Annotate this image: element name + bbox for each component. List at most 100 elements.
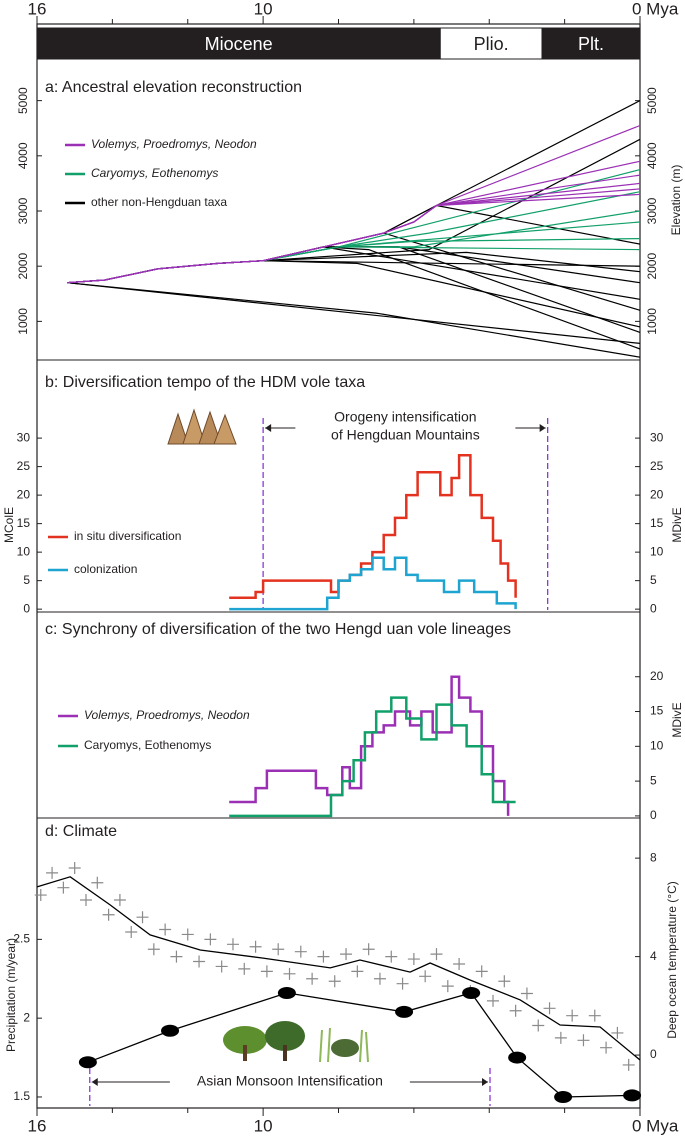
- temperature-point: [430, 948, 443, 961]
- lineage-line: [67, 282, 641, 358]
- y-tick-label: 2: [23, 1010, 30, 1024]
- panel-title: c: Synchrony of diversification of the t…: [45, 621, 511, 638]
- temperature-point: [373, 972, 386, 985]
- y-tick-label: 1.5: [13, 1089, 30, 1103]
- epoch-bar: [439, 27, 543, 60]
- temperature-point: [260, 965, 273, 978]
- epoch-label: Plio.: [474, 34, 509, 54]
- lineage-line: [67, 169, 641, 284]
- lineage-line: [67, 260, 641, 284]
- temperature-point: [193, 955, 206, 968]
- x-tick-label: 16: [28, 0, 47, 18]
- vegetation-icon: [223, 1021, 369, 1063]
- x-tick-label: 0 Mya: [632, 0, 679, 18]
- temperature-point: [520, 987, 533, 1000]
- temperature-point: [147, 943, 160, 956]
- precipitation-point: [554, 1090, 573, 1103]
- temperature-point: [46, 866, 59, 879]
- temperature-point: [249, 940, 262, 953]
- y-tick-label: 10: [650, 738, 664, 752]
- temperature-point: [498, 975, 511, 988]
- annotation-text: of Hengduan Mountains: [331, 427, 480, 443]
- temperature-point: [57, 881, 70, 894]
- temperature-point: [362, 943, 375, 956]
- y-tick-label: 1000: [645, 308, 659, 335]
- temperature-point: [68, 861, 81, 874]
- temperature-point: [34, 889, 47, 902]
- y-tick-label: 15: [17, 516, 31, 530]
- y-tick-label: 8: [650, 850, 657, 864]
- y-tick-label: 15: [650, 516, 664, 530]
- y-tick-label: 5: [650, 573, 657, 587]
- temperature-point: [509, 1004, 522, 1017]
- y-tick-label: 0: [23, 601, 30, 615]
- temperature-point: [238, 962, 251, 975]
- axis-label: MDivE: [670, 702, 684, 737]
- temperature-point: [600, 1041, 613, 1054]
- precipitation-point: [161, 1024, 180, 1037]
- series-line: [229, 556, 517, 611]
- temperature-point: [566, 1009, 579, 1022]
- temperature-point: [317, 950, 330, 963]
- y-tick-label: 3000: [16, 197, 30, 224]
- temperature-point: [79, 893, 92, 906]
- panel-title: b: Diversification tempo of the HDM vole…: [45, 374, 365, 391]
- axis-label: MColE: [2, 507, 16, 543]
- epoch-label: Plt.: [578, 34, 604, 54]
- temperature-point: [441, 980, 454, 993]
- precipitation-point: [623, 1089, 642, 1102]
- x-tick-label: 10: [254, 0, 273, 18]
- x-tick-label: 16: [28, 1116, 47, 1135]
- temperature-point: [340, 948, 353, 961]
- temperature-point: [125, 925, 138, 938]
- precipitation-point: [508, 1051, 527, 1064]
- y-tick-label: 4000: [645, 142, 659, 169]
- series-line: [229, 453, 517, 599]
- temperature-point: [622, 1058, 635, 1071]
- precipitation-line: [87, 992, 633, 1098]
- panel-title: d: Climate: [45, 823, 117, 840]
- axis-label: Precipitation (m/year): [4, 938, 18, 1052]
- temperature-point: [554, 1031, 567, 1044]
- temperature-point: [306, 972, 319, 985]
- temperature-point: [407, 953, 420, 966]
- y-tick-label: 30: [17, 430, 31, 444]
- temperature-point: [204, 933, 217, 946]
- temperature-point: [351, 965, 364, 978]
- axis-label: MDivE: [670, 507, 684, 542]
- y-tick-label: 2000: [645, 253, 659, 280]
- temperature-point: [102, 908, 115, 921]
- legend-label: Volemys, Proedromys, Neodon: [91, 137, 257, 151]
- lineage-line: [67, 138, 641, 284]
- y-tick-label: 4: [650, 949, 657, 963]
- lineage-line: [67, 282, 641, 344]
- y-tick-label: 0: [650, 1047, 657, 1061]
- arrow-head: [265, 424, 272, 432]
- temperature-point: [453, 957, 466, 970]
- temperature-point: [475, 965, 488, 978]
- lineage-line: [67, 251, 641, 284]
- y-tick-label: 3000: [645, 197, 659, 224]
- temperature-point: [294, 945, 307, 958]
- temperature-point: [272, 943, 285, 956]
- legend-label: Volemys, Proedromys, Neodon: [84, 708, 250, 722]
- y-tick-label: 10: [17, 544, 31, 558]
- epoch-bar: [36, 27, 441, 60]
- precipitation-point: [462, 986, 481, 999]
- series-line: [229, 675, 510, 816]
- legend-label: Caryomys, Eothenomys: [91, 166, 218, 180]
- y-tick-label: 5000: [645, 87, 659, 114]
- axis-label: Deep ocean temperature (°C): [665, 881, 679, 1039]
- temperature-point: [385, 950, 398, 963]
- mountain-icon: [167, 408, 237, 445]
- axis-label: Elevation (m): [669, 165, 683, 236]
- annotation-text: Asian Monsoon Intensification: [197, 1073, 383, 1089]
- y-tick-label: 5000: [16, 87, 30, 114]
- precipitation-point: [395, 1005, 414, 1018]
- precipitation-point: [277, 986, 296, 999]
- temperature-point: [136, 911, 149, 924]
- temperature-point: [487, 994, 500, 1007]
- y-tick-label: 1000: [16, 308, 30, 335]
- temperature-point: [543, 1002, 556, 1015]
- temperature-point: [226, 938, 239, 951]
